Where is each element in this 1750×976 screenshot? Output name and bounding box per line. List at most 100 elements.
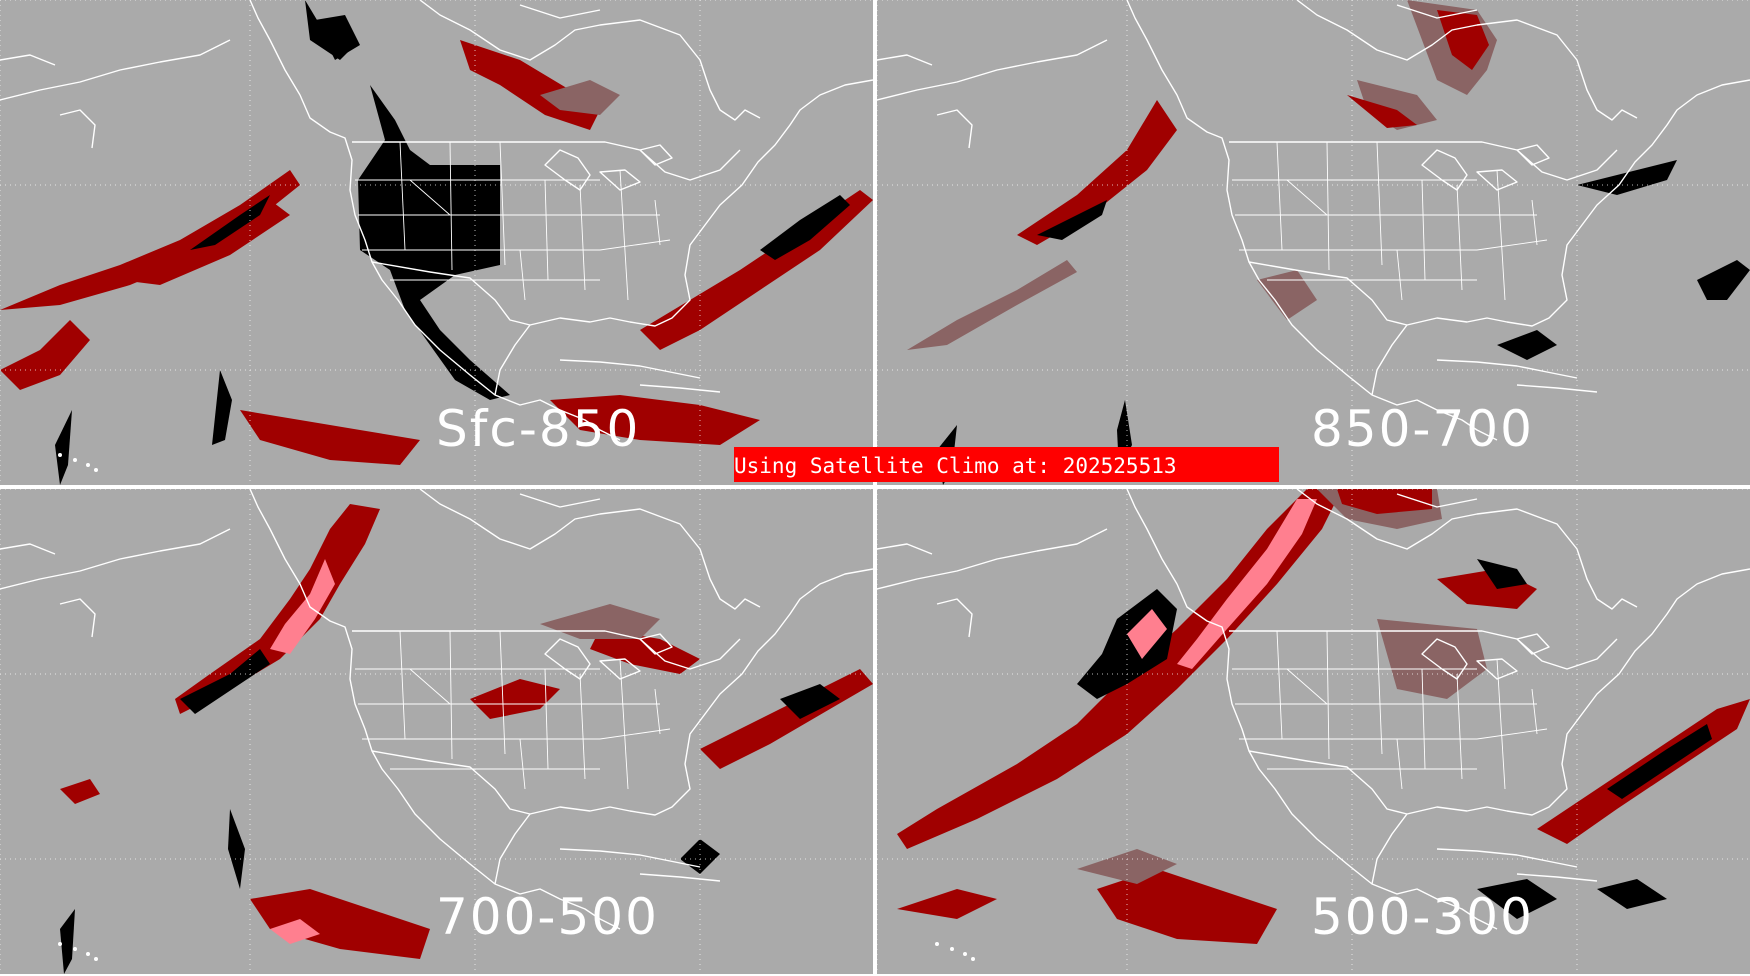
hawaii-island (94, 468, 98, 472)
state-border (399, 141, 406, 251)
lat-lon-grid (0, 489, 873, 974)
state-border (654, 688, 661, 735)
hawaii-island (963, 952, 967, 956)
panel-500-300: 500-300 (877, 489, 1750, 974)
dark-field (180, 649, 270, 714)
state-border (654, 199, 661, 246)
panel-label-500-300: 500-300 (1311, 888, 1534, 946)
state-border (1276, 141, 1283, 251)
rosy-field (540, 80, 620, 115)
state-border (579, 673, 586, 780)
dark-field (55, 410, 72, 485)
red-field (250, 889, 430, 959)
state-border (1476, 728, 1548, 740)
dark-field (1577, 160, 1677, 195)
rosy-field (1257, 270, 1317, 320)
hawaii-island (58, 942, 62, 946)
moisture-fields (907, 0, 1750, 485)
hawaii-island (86, 952, 90, 956)
coastline (1126, 489, 1750, 930)
red-field (1337, 489, 1432, 514)
state-border (1326, 630, 1330, 760)
state-border (1456, 184, 1463, 291)
dark-field (1697, 260, 1750, 300)
hawaii-island (58, 453, 62, 457)
red-field (0, 320, 90, 390)
state-border (1276, 630, 1283, 740)
alaska-coastline (0, 54, 96, 149)
red-field (1017, 100, 1177, 245)
state-border (1456, 673, 1463, 780)
caribbean-islands (1436, 359, 1598, 393)
dark-field (315, 15, 360, 60)
state-border (499, 141, 506, 266)
canada-border (352, 141, 741, 181)
arctic-coastline (877, 0, 1638, 121)
dark-field (212, 370, 232, 445)
state-border (579, 184, 586, 291)
coastline (249, 0, 873, 441)
dark-field (1477, 559, 1527, 589)
state-border (519, 249, 526, 301)
base-map (0, 489, 873, 974)
caribbean-islands (559, 848, 721, 882)
red-field (897, 889, 997, 919)
dark-field (60, 909, 75, 974)
lat-lon-grid (877, 0, 1750, 485)
state-borders (355, 141, 671, 301)
red-field (1097, 869, 1277, 944)
red-field (175, 504, 380, 714)
dark-field (1037, 200, 1107, 240)
panel-label-850-700: 850-700 (1311, 400, 1534, 458)
lat-lon-grid (877, 489, 1750, 974)
state-border (1476, 239, 1548, 251)
dark-field (1597, 879, 1667, 909)
coastline (1126, 0, 1750, 441)
state-border (409, 179, 451, 216)
state-border (619, 169, 629, 301)
state-border (1496, 169, 1506, 301)
dark-field (780, 684, 840, 719)
pink-field (1177, 499, 1317, 669)
base-map (877, 489, 1750, 974)
alaska-coastline (877, 54, 973, 149)
rosy-field (1077, 849, 1177, 884)
dark-field (760, 195, 850, 260)
mexico-border (1248, 750, 1408, 815)
moisture-fields (897, 489, 1750, 944)
map-sfc-850 (0, 0, 873, 485)
alaska-coastline (877, 543, 973, 638)
dark-field (190, 195, 270, 250)
caribbean-islands (559, 359, 721, 393)
state-border (544, 179, 549, 281)
dark-field (1477, 879, 1557, 919)
state-borders (1232, 630, 1548, 790)
arctic-coastline (0, 489, 761, 610)
satellite-climo-banner: Using Satellite Climo at: 202525513 (734, 447, 1279, 482)
canada-border (1229, 141, 1618, 181)
dark-field (358, 85, 510, 400)
state-border (1326, 141, 1330, 271)
state-border (409, 668, 451, 705)
red-field (0, 170, 300, 310)
moisture-fields (0, 0, 873, 485)
state-borders (1232, 141, 1548, 301)
dark-field (228, 809, 245, 889)
hawaii-island (950, 947, 954, 951)
panel-700-500: 700-500 (0, 489, 873, 974)
panel-sfc-850: Sfc-850 (0, 0, 873, 485)
state-border (399, 630, 406, 740)
red-field (1347, 95, 1417, 128)
banner-text: Using Satellite Climo at: 202525513 (734, 454, 1177, 478)
state-border (1531, 199, 1538, 246)
state-border (1396, 249, 1403, 301)
map-700-500 (0, 489, 873, 974)
panel-850-700: 850-700 (877, 0, 1750, 485)
hawaii-island (971, 957, 975, 961)
hawaii-island (73, 458, 77, 462)
state-border (1376, 141, 1383, 266)
state-border (619, 658, 629, 790)
state-border (599, 239, 671, 251)
caribbean-islands (1436, 848, 1598, 882)
rosy-field (907, 260, 1077, 350)
